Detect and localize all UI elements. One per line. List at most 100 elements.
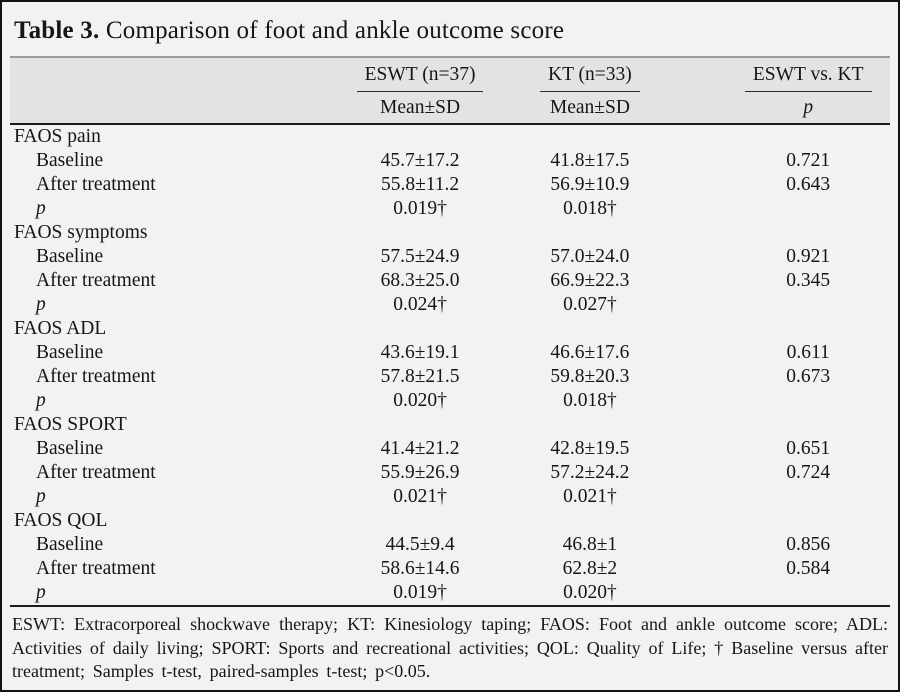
p-value: 0.724 [786,462,831,483]
table-header: ESWT (n=37) Mean±SD KT (n=33) Mean±SD ES… [10,56,890,125]
kt-value: 66.9±22.3 [550,270,630,291]
eswt-value: 0.019† [393,198,447,219]
p-value: 0.643 [786,174,831,195]
eswt-value: 44.5±9.4 [385,534,455,555]
kt-value: 46.6±17.6 [550,342,630,363]
section-header-row: FAOS symptoms [10,221,890,245]
data-row: p 0.019† 0.020† [10,581,890,605]
kt-value: 62.8±2 [562,558,618,579]
p-value: 0.856 [786,534,831,555]
kt-value: 57.0±24.0 [550,246,630,267]
row-label: Baseline [36,534,104,555]
header-group-kt: KT (n=33) Mean±SD [513,56,667,125]
data-row: p 0.024† 0.027† [10,293,890,317]
eswt-value: 55.8±11.2 [380,174,460,195]
kt-value: 57.2±24.2 [550,462,630,483]
eswt-value: 0.020† [393,390,447,411]
eswt-value: 45.7±17.2 [380,150,460,171]
table-caption: Comparison of foot and ankle outcome sco… [105,17,565,44]
data-row: After treatment 57.8±21.5 59.8±20.3 0.673 [10,365,890,389]
p-value [666,485,890,509]
p-value: 0.345 [786,270,831,291]
data-row: After treatment 55.8±11.2 56.9±10.9 0.643 [10,173,890,197]
p-value: 0.721 [786,150,831,171]
eswt-value: 57.5±24.9 [380,246,460,267]
row-label: Baseline [36,342,104,363]
outcome-score-table: ESWT (n=37) Mean±SD KT (n=33) Mean±SD ES… [10,56,890,605]
kt-value: 0.018† [563,390,617,411]
header-empty-cell [10,56,327,125]
table-number: Table 3. [14,17,100,44]
eswt-value: 0.024† [393,294,447,315]
p-value [666,293,890,317]
data-row: After treatment 55.9±26.9 57.2±24.2 0.724 [10,461,890,485]
eswt-value: 57.8±21.5 [380,366,460,387]
p-value: 0.584 [786,558,831,579]
eswt-value: 43.6±19.1 [380,342,460,363]
section-header-row: FAOS SPORT [10,413,890,437]
p-value: 0.921 [786,246,831,267]
row-label: p [36,198,46,219]
table-footnote: ESWT: Extracorporeal shockwave therapy; … [10,605,890,690]
kt-value: 59.8±20.3 [550,366,630,387]
pvalue-group-label: ESWT vs. KT [744,63,872,92]
eswt-subheader: Mean±SD [380,97,461,118]
data-row: Baseline 44.5±9.4 46.8±1 0.856 [10,533,890,557]
p-value: 0.673 [786,366,831,387]
kt-value: 42.8±19.5 [550,438,630,459]
data-row: Baseline 43.6±19.1 46.6±17.6 0.611 [10,341,890,365]
p-value [666,389,890,413]
section-header-row: FAOS QOL [10,509,890,533]
eswt-value: 68.3±25.0 [380,270,460,291]
data-row: Baseline 45.7±17.2 41.8±17.5 0.721 [10,149,890,173]
row-label: p [36,486,46,507]
section-label: FAOS QOL [14,510,108,531]
section-header-row: FAOS ADL [10,317,890,341]
kt-value: 0.021† [563,486,617,507]
section-label: FAOS SPORT [14,414,127,435]
kt-value: 0.027† [563,294,617,315]
row-label: After treatment [36,462,156,483]
kt-value: 0.018† [563,198,617,219]
table-wrap: ESWT (n=37) Mean±SD KT (n=33) Mean±SD ES… [2,56,898,605]
header-group-pvalue: ESWT vs. KT p [666,56,890,125]
eswt-group-label: ESWT (n=37) [356,63,484,92]
header-row: ESWT (n=37) Mean±SD KT (n=33) Mean±SD ES… [10,56,890,125]
data-row: After treatment 68.3±25.0 66.9±22.3 0.345 [10,269,890,293]
section-header-row: FAOS pain [10,124,890,149]
eswt-value: 58.6±14.6 [380,558,460,579]
row-label: p [36,294,46,315]
header-group-eswt: ESWT (n=37) Mean±SD [326,56,514,125]
eswt-value: 0.021† [393,486,447,507]
data-row: p 0.021† 0.021† [10,485,890,509]
kt-value: 41.8±17.5 [550,150,630,171]
row-label: Baseline [36,438,104,459]
pvalue-subheader: p [803,97,814,118]
eswt-value: 41.4±21.2 [380,438,460,459]
data-row: p 0.020† 0.018† [10,389,890,413]
row-label: Baseline [36,246,104,267]
row-label: p [36,582,46,603]
table-body: FAOS pain Baseline 45.7±17.2 41.8±17.5 0.721… [10,124,890,605]
row-label: After treatment [36,270,156,291]
row-label: After treatment [36,174,156,195]
data-row: Baseline 41.4±21.2 42.8±19.5 0.651 [10,437,890,461]
section-label: FAOS symptoms [14,222,148,243]
p-value [666,197,890,221]
section-label: FAOS ADL [14,318,107,339]
data-row: After treatment 58.6±14.6 62.8±2 0.584 [10,557,890,581]
section-label: FAOS pain [14,126,101,147]
eswt-value: 0.019† [393,582,447,603]
row-label: After treatment [36,558,156,579]
p-value: 0.611 [786,342,830,363]
p-value: 0.651 [786,438,831,459]
eswt-value: 55.9±26.9 [380,462,460,483]
kt-value: 56.9±10.9 [550,174,630,195]
kt-value: 46.8±1 [562,534,618,555]
kt-subheader: Mean±SD [549,97,630,118]
table-title: Table 3. Comparison of foot and ankle ou… [2,2,898,56]
row-label: p [36,390,46,411]
kt-group-label: KT (n=33) [540,63,640,92]
row-label: After treatment [36,366,156,387]
